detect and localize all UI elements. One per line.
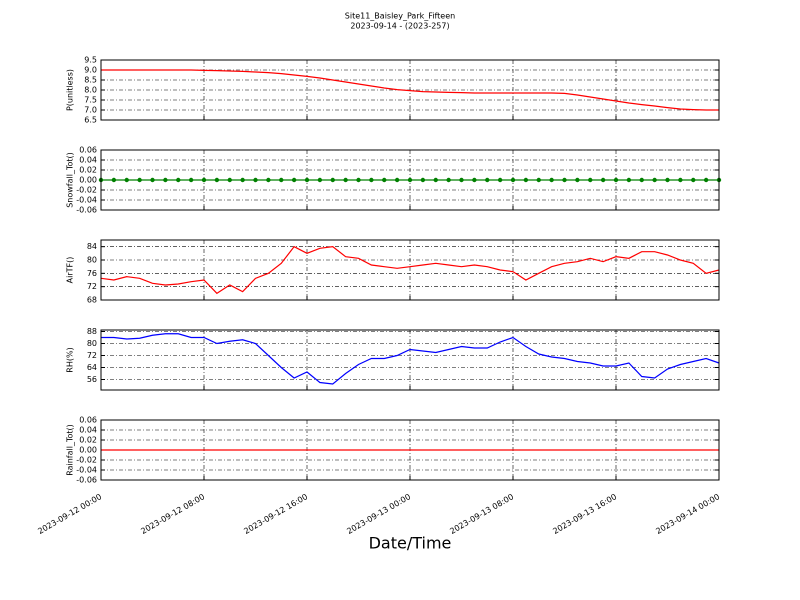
data-point [124,177,129,183]
data-point [330,177,335,183]
chart-subtitle: 2023-09-14 - (2023-257) [350,22,449,31]
plot-frame [100,329,720,391]
y-tick-label: 0.06 [79,416,97,425]
data-point [394,177,400,183]
y-tick-label: 72 [87,282,97,291]
plot-frame [100,59,720,121]
data-point [188,177,194,183]
y-tick-label: 8.5 [84,76,97,85]
data-line [101,69,719,111]
data-point [356,177,361,183]
data-point [613,177,619,183]
plot-frame [100,149,720,211]
data-point [227,177,232,183]
y-tick-label: -0.04 [76,466,97,475]
y-tick-label: 0.00 [79,446,97,455]
data-point [523,177,529,183]
data-point [176,177,181,183]
y-tick-label: 0.04 [79,156,97,165]
data-point [472,177,477,183]
data-point [626,177,632,183]
data-point [304,177,310,183]
data-point [575,177,580,183]
data-point [678,177,683,183]
data-point [369,177,374,183]
y-axis-label: P(unitless) [66,69,75,111]
data-line [101,333,720,385]
y-tick-label: 88 [87,327,97,336]
y-axis-label: Rainfall_Tot() [66,424,75,476]
data-point [562,177,567,183]
data-point [150,177,155,183]
y-tick-label: 0.00 [79,176,97,185]
data-point [253,177,258,183]
y-tick-label: 56 [87,375,97,384]
data-point [497,177,503,183]
data-point [549,177,554,183]
y-tick-label: 8.0 [84,86,97,95]
y-tick-label: 84 [87,242,97,251]
y-axis-label: RH(%) [66,347,75,372]
data-point [291,177,297,183]
data-point [433,177,438,183]
data-point [588,177,593,183]
y-tick-label: 64 [87,363,97,372]
y-tick-label: 9.5 [84,56,97,65]
y-tick-label: 72 [87,351,97,360]
data-point [420,177,426,183]
x-axis-label: Date/Time [369,534,452,553]
data-point [240,177,245,183]
y-tick-label: 0.04 [79,426,97,435]
y-tick-label: 0.02 [79,436,97,445]
y-tick-label: 0.02 [79,166,97,175]
data-point [201,177,207,183]
plot-frame [100,239,720,301]
y-tick-label: 7.0 [84,106,97,115]
data-point [266,177,271,183]
y-tick-label: 76 [87,269,97,278]
y-tick-label: 7.5 [84,96,97,105]
data-point [459,177,464,183]
data-point [214,177,220,183]
data-point [317,177,323,183]
data-point [485,177,490,183]
data-point [407,177,413,183]
data-point [382,177,387,183]
data-point [446,177,451,183]
chart-title: Site11_Baisley_Park_Fifteen [345,12,455,21]
y-tick-label: 80 [87,256,97,265]
data-point [343,177,348,183]
data-point [137,177,142,183]
data-point [536,177,541,183]
y-axis-label: Snowfall_Tot() [66,152,75,208]
y-axis-label: AirTF() [66,257,75,284]
y-tick-label: 68 [87,296,97,305]
y-tick-label: -0.02 [76,186,97,195]
plot-frame [100,419,720,481]
y-tick-label: -0.06 [76,476,97,485]
data-point [510,177,516,183]
y-tick-label: -0.02 [76,456,97,465]
data-point [600,177,606,183]
data-point [639,177,644,183]
data-point [703,177,709,183]
data-point [652,177,657,183]
data-line [100,245,720,295]
data-point [163,177,168,183]
data-point [111,177,117,183]
y-tick-label: 0.06 [79,146,97,155]
y-tick-label: 6.5 [84,116,97,125]
y-tick-label: -0.04 [76,196,97,205]
y-tick-label: 80 [87,339,97,348]
data-point [279,177,284,183]
y-tick-label: 9.0 [84,66,97,75]
data-point [665,177,670,183]
data-point [691,177,696,183]
y-tick-label: -0.06 [76,206,97,215]
